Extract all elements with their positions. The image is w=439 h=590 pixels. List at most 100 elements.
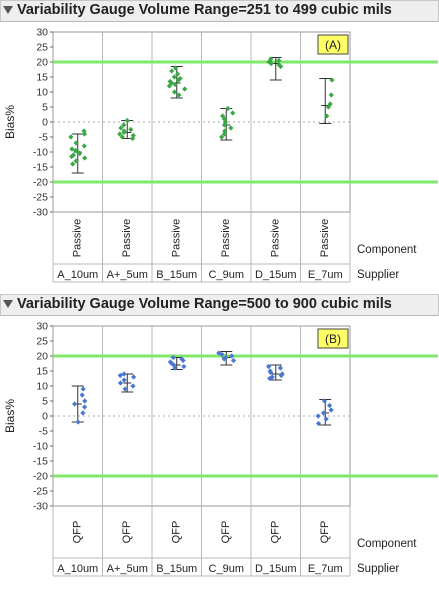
data-point [278,63,284,70]
data-point [230,357,237,364]
data-point [172,365,178,371]
data-point [323,416,329,422]
row-label-component: Component [357,244,417,256]
supplier-label: B_15um [156,269,197,281]
supplier-label: C_9um [209,563,244,575]
component-label: QFP [319,521,331,544]
supplier-label: D_15um [255,269,297,281]
data-point [328,407,334,413]
data-point [266,59,272,65]
supplier-label: E_7um [308,269,343,281]
supplier-label: A_10um [57,563,98,575]
supplier-label: D_15um [255,563,297,575]
data-point [325,104,332,110]
panel-title: Variability Gauge Volume Range=500 to 90… [17,296,392,312]
data-point [117,372,123,379]
data-point [269,374,275,380]
data-point [221,131,228,137]
y-tick-label: -15 [33,456,48,468]
y-tick-label: 15 [36,366,48,378]
data-point [69,153,75,160]
data-point [216,350,222,356]
variability-chart-b: 30 25 20 15 10 5 0 -5 -10 -15 -20 -25 -30 Bias% (B) QFP… [3,321,438,577]
data-point [222,128,228,134]
y-tick-label: 25 [36,42,48,54]
data-point [223,354,229,361]
component-label: Passive [121,219,133,258]
variability-chart-a: 30 25 20 15 10 5 0 -5 -10 -15 -20 -25 -30 Bias% (A) Pas… [3,27,438,283]
data-point [277,365,284,371]
supplier-label: A+_5um [107,269,148,281]
data-point [169,360,175,367]
component-label: Passive [270,219,282,258]
data-point [171,89,178,95]
badge-label: (B) [325,332,341,346]
component-label: QFP [121,521,133,544]
data-point [119,134,125,140]
data-point [121,122,127,128]
data-point [80,410,86,416]
data-point [219,134,225,140]
data-point [327,101,333,107]
data-point [222,119,228,125]
y-axis-label: Bias% [3,105,17,139]
data-point [130,132,136,139]
data-point [315,413,321,419]
data-point [121,129,127,136]
data-point [117,131,123,137]
y-tick-label: 10 [36,87,48,99]
data-point [221,356,227,362]
data-point [82,155,88,161]
collapse-triangle-icon[interactable] [3,300,13,308]
supplier-label: A+_5um [107,563,148,575]
supplier-label: C_9um [209,269,244,281]
collapse-triangle-icon[interactable] [3,6,13,14]
data-point [79,392,85,398]
data-point [81,131,88,137]
component-label: Passive [319,219,331,258]
component-label: QFP [270,521,282,544]
data-point [320,410,327,416]
component-label: Passive [220,219,232,258]
data-point [221,122,228,128]
badge-box [317,328,349,349]
panel-header-b[interactable]: Variability Gauge Volume Range=500 to 90… [0,294,439,316]
data-point [176,92,182,98]
data-point [121,371,127,377]
data-point [182,86,188,92]
data-point [122,386,128,392]
data-point [170,354,176,361]
data-point [129,135,136,142]
y-tick-label: 25 [36,336,48,348]
data-point [73,158,79,164]
data-point [124,117,130,124]
y-tick-label: -5 [39,426,48,438]
data-point [70,161,76,167]
data-point [230,110,236,116]
data-point [118,125,124,131]
y-tick-label: -25 [33,192,48,204]
component-label: Passive [171,219,183,258]
data-point [276,62,282,68]
component-label: Passive [72,219,84,258]
data-point [81,143,87,149]
y-tick-label: 5 [42,396,48,408]
data-point [321,398,328,404]
row-label-component: Component [357,538,417,550]
data-point [121,377,127,383]
y-tick-label: 15 [36,72,48,84]
badge-label: (A) [325,38,341,52]
y-tick-label: 30 [36,27,48,39]
data-point [80,386,86,392]
data-point [181,363,187,370]
data-point [229,353,235,359]
data-point [82,404,88,410]
data-point [225,105,231,112]
panel-header-a[interactable]: Variability Gauge Volume Range=251 to 49… [0,0,439,22]
data-point [75,419,81,425]
data-point [82,398,88,404]
data-point [75,149,81,155]
data-point [72,401,78,407]
data-point [68,134,74,140]
data-point [276,57,282,64]
